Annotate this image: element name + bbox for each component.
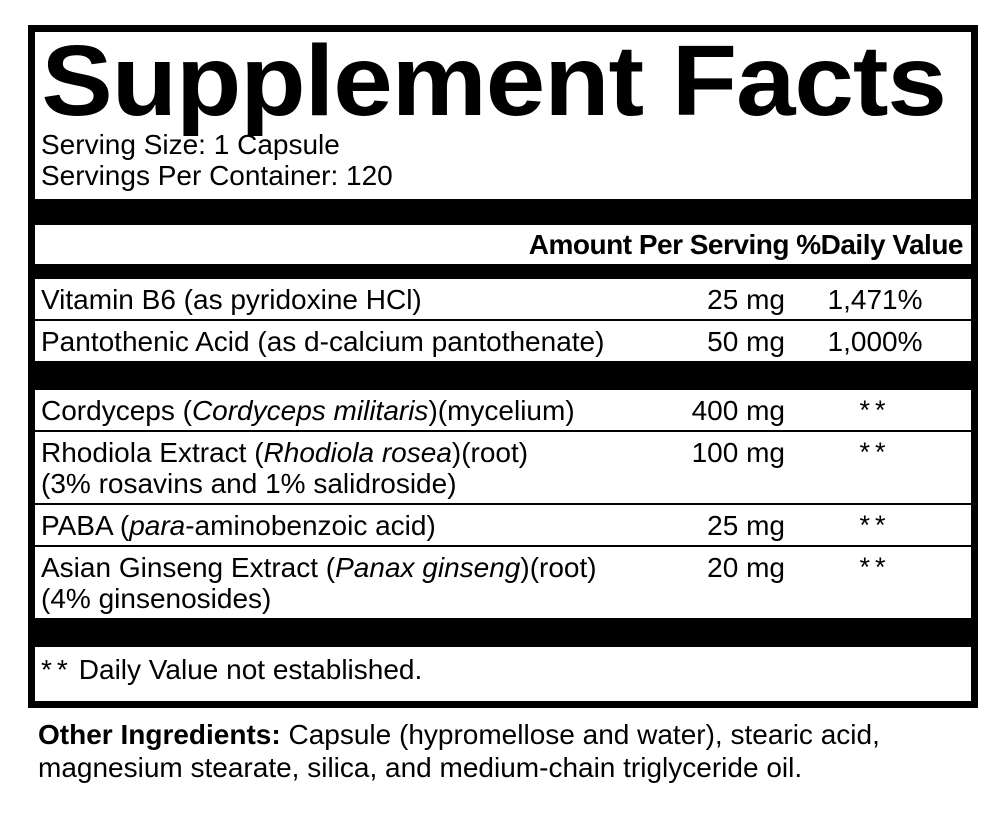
ingredient-daily-value: 1,000% xyxy=(827,326,923,357)
footnote-text: Daily Value not established. xyxy=(78,654,423,685)
supplement-facts-panel: Supplement Facts Serving Size: 1 Capsule… xyxy=(28,25,978,708)
ingredient-name: Cordyceps (Cordyceps militaris)(mycelium… xyxy=(41,395,575,426)
ingredient-row: PABA (para-aminobenzoic acid) 25 mg ** xyxy=(35,503,971,545)
section-bar-bottom xyxy=(35,618,971,647)
footnote-asterisks: ** xyxy=(41,654,73,685)
ingredient-amount: 400 mg xyxy=(691,395,785,426)
servings-per-container: Servings Per Container: 120 xyxy=(41,160,393,191)
section-bar-middle xyxy=(35,361,971,390)
section-bar-top xyxy=(35,199,971,225)
serving-size: Serving Size: 1 Capsule xyxy=(41,129,340,160)
ingredient-daily-value: 1,471% xyxy=(827,284,923,315)
daily-value-footnote: ** Daily Value not established. xyxy=(35,647,971,701)
ingredient-daily-value: ** xyxy=(859,437,891,467)
botanical-rows: Cordyceps (Cordyceps militaris)(mycelium… xyxy=(35,390,971,618)
section-bar-header xyxy=(35,264,971,279)
serving-info: Serving Size: 1 Capsule Servings Per Con… xyxy=(35,127,971,199)
ingredient-amount: 25 mg xyxy=(707,510,785,541)
ingredient-name: Rhodiola Extract (Rhodiola rosea)(root) … xyxy=(41,437,529,499)
other-ingredients-label: Other Ingredients: xyxy=(38,719,281,750)
panel-title: Supplement Facts xyxy=(41,25,947,137)
ingredient-daily-value: ** xyxy=(859,552,891,582)
ingredient-name: Vitamin B6 (as pyridoxine HCl) xyxy=(41,284,422,315)
ingredient-amount: 50 mg xyxy=(707,326,785,357)
vitamin-rows: Vitamin B6 (as pyridoxine HCl) 25 mg 1,4… xyxy=(35,279,971,361)
ingredient-amount: 20 mg xyxy=(707,552,785,583)
ingredient-name: PABA (para-aminobenzoic acid) xyxy=(41,510,436,541)
ingredient-row: Vitamin B6 (as pyridoxine HCl) 25 mg 1,4… xyxy=(35,279,971,319)
ingredient-name: Pantothenic Acid (as d-calcium pantothen… xyxy=(41,326,605,357)
column-header: Amount Per Serving %Daily Value xyxy=(528,229,964,260)
ingredient-daily-value: ** xyxy=(859,395,891,425)
other-ingredients: Other Ingredients: Capsule (hypromellose… xyxy=(38,718,938,784)
ingredient-name: Asian Ginseng Extract (Panax ginseng)(ro… xyxy=(41,552,597,614)
ingredient-row: Cordyceps (Cordyceps militaris)(mycelium… xyxy=(35,390,971,430)
ingredient-row: Rhodiola Extract (Rhodiola rosea)(root) … xyxy=(35,430,971,503)
ingredient-row: Asian Ginseng Extract (Panax ginseng)(ro… xyxy=(35,545,971,618)
ingredient-row: Pantothenic Acid (as d-calcium pantothen… xyxy=(35,319,971,361)
ingredient-amount: 25 mg xyxy=(707,284,785,315)
ingredient-daily-value: ** xyxy=(859,510,891,540)
other-ingredients-text: Capsule (hypromellose and water), steari… xyxy=(38,719,880,783)
ingredient-amount: 100 mg xyxy=(691,437,785,468)
